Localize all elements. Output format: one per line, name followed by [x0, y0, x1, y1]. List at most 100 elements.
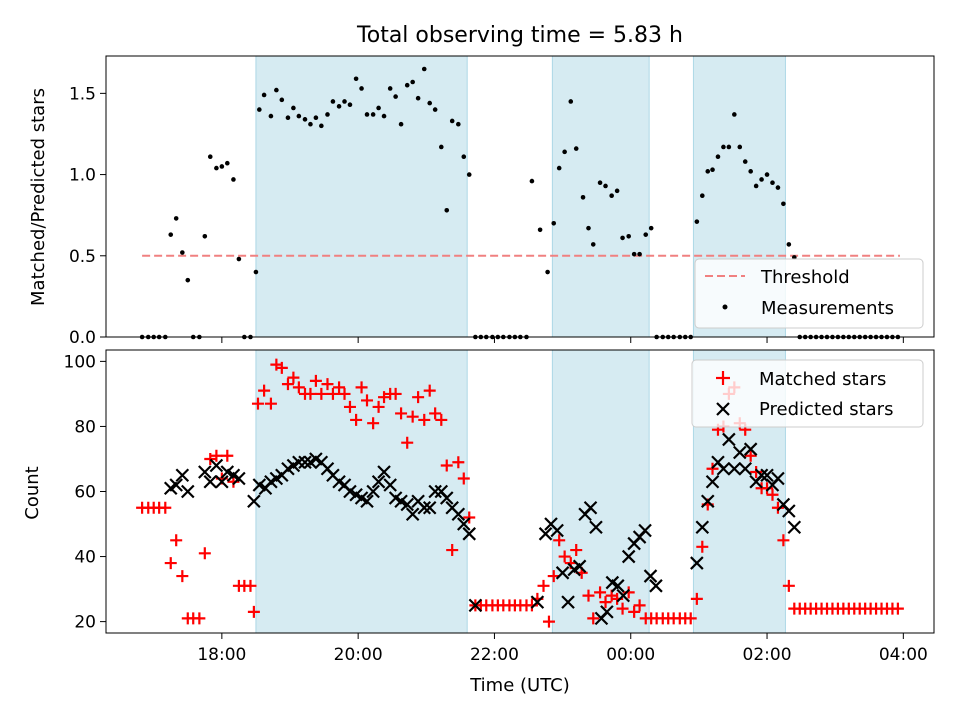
matched-star-point [309, 374, 322, 387]
measurement-point [620, 235, 625, 241]
measurement-point [296, 113, 302, 119]
predicted-star-point [695, 520, 710, 535]
matched-star-point [570, 544, 583, 557]
matched-star-point [164, 557, 177, 570]
top-legend-label: Threshold [760, 267, 850, 288]
top-legend-label: Measurements [761, 298, 894, 319]
bottom-legend-label: Matched stars [759, 369, 886, 390]
measurement-point [387, 86, 393, 91]
bottom-x-ticks: 18:00 20:00 22:00 00:00 02:00 04:00 [197, 633, 928, 665]
observing-window [551, 55, 650, 338]
bottom-y-ticks: 20 40 60 80 100 [64, 352, 106, 633]
measurement-point [225, 160, 230, 166]
predicted-star-point [468, 598, 483, 613]
predicted-star-point [417, 500, 432, 515]
predicted-star-point [405, 507, 420, 522]
x-tick-label: 20:00 [334, 645, 383, 665]
bottom-legend-box [691, 359, 924, 428]
predicted-star-point [643, 569, 658, 583]
y-tick-label: 0.0 [69, 328, 96, 348]
predicted-star-point [175, 468, 190, 483]
predicted-star-point [209, 458, 224, 473]
measurement-point [202, 233, 208, 239]
x-axis-label: Time (UTC) [469, 675, 570, 696]
matched-star-point [744, 449, 757, 462]
matched-star-point [771, 501, 784, 514]
matched-star-point [221, 449, 234, 462]
matched-star-point [247, 605, 260, 618]
matched-star-point [176, 570, 189, 583]
measurement-point [568, 99, 574, 104]
measurement-point [580, 195, 586, 200]
measurement-point [721, 144, 726, 150]
predicted-star-point [428, 484, 442, 499]
measurement-point [710, 167, 715, 172]
matched-star-point [558, 550, 571, 563]
measurement-point [648, 225, 654, 231]
matched-star-point [159, 501, 172, 514]
measurement-point [637, 251, 642, 257]
predicted-star-point [360, 494, 374, 509]
bottom-panel: 18:00 20:00 22:00 00:00 02:00 04:00 20 40 60 80 1… [22, 349, 935, 696]
top-panel: 0.0 0.5 1.0 1.5 Total observing time = 5.83… [28, 23, 935, 348]
measurement-point [759, 177, 764, 182]
predicted-star-point [203, 474, 218, 489]
matched-star-point [251, 397, 264, 410]
measurement-point [573, 146, 579, 151]
predicted-legend-swatch [716, 402, 730, 416]
predicted-star-point [771, 471, 785, 486]
bottom-y-axis-label: Count [22, 466, 43, 519]
measurements-legend-swatch [722, 304, 728, 310]
predicted-star-point [292, 455, 306, 470]
measurement-point [336, 104, 342, 109]
matched-star-point [761, 482, 774, 495]
measurement-point [699, 193, 705, 198]
predicted-star-point [198, 465, 212, 479]
matched-star-point [406, 410, 419, 423]
measurement-point [185, 277, 191, 283]
matched-star-point [616, 602, 629, 615]
measurement-point [562, 149, 567, 155]
predicted-star-point [782, 504, 796, 518]
bottom-legend-label: Predicted stars [759, 399, 893, 420]
measurement-point [694, 219, 700, 224]
matched-star-point [542, 615, 555, 628]
measurement-point [732, 112, 737, 117]
measurement-point [404, 82, 410, 88]
x-tick-label: 02:00 [743, 645, 792, 665]
measurement-point [742, 159, 748, 164]
matched-star-point [777, 534, 790, 547]
matched-star-point [412, 391, 425, 404]
predicted-star-point [298, 455, 312, 470]
top-legend: Threshold Measurements [694, 258, 924, 329]
predicted-stars-series [163, 432, 802, 626]
matched-star-point [401, 436, 414, 449]
matched-star-point [292, 381, 305, 394]
measurement-point [274, 87, 279, 93]
measurement-point [529, 178, 535, 184]
matched-star-point [264, 397, 277, 410]
measurement-point [786, 242, 792, 247]
measurement-point [253, 269, 259, 275]
measurement-point [626, 233, 631, 239]
matched-star-point [304, 387, 317, 400]
matched-star-point [367, 417, 380, 430]
matched-star-point [343, 400, 356, 413]
predicted-star-point [690, 556, 704, 570]
measurement-point [325, 112, 330, 117]
matched-star-point [622, 586, 635, 599]
predicted-star-point [215, 474, 229, 489]
predicted-star-point [754, 468, 769, 483]
predicted-star-point [716, 461, 731, 476]
observing-window [551, 349, 650, 634]
measurement-point [781, 201, 786, 207]
y-tick-label: 0.5 [69, 247, 96, 267]
measurement-point [449, 118, 455, 124]
top-y-ticks: 0.0 0.5 1.0 1.5 [69, 84, 106, 348]
measurement-point [236, 256, 242, 262]
matched-star-point [210, 449, 223, 462]
matched-star-point [891, 602, 904, 615]
predicted-star-point [422, 500, 437, 515]
observing-window [255, 349, 468, 634]
matched-star-point [628, 605, 641, 618]
